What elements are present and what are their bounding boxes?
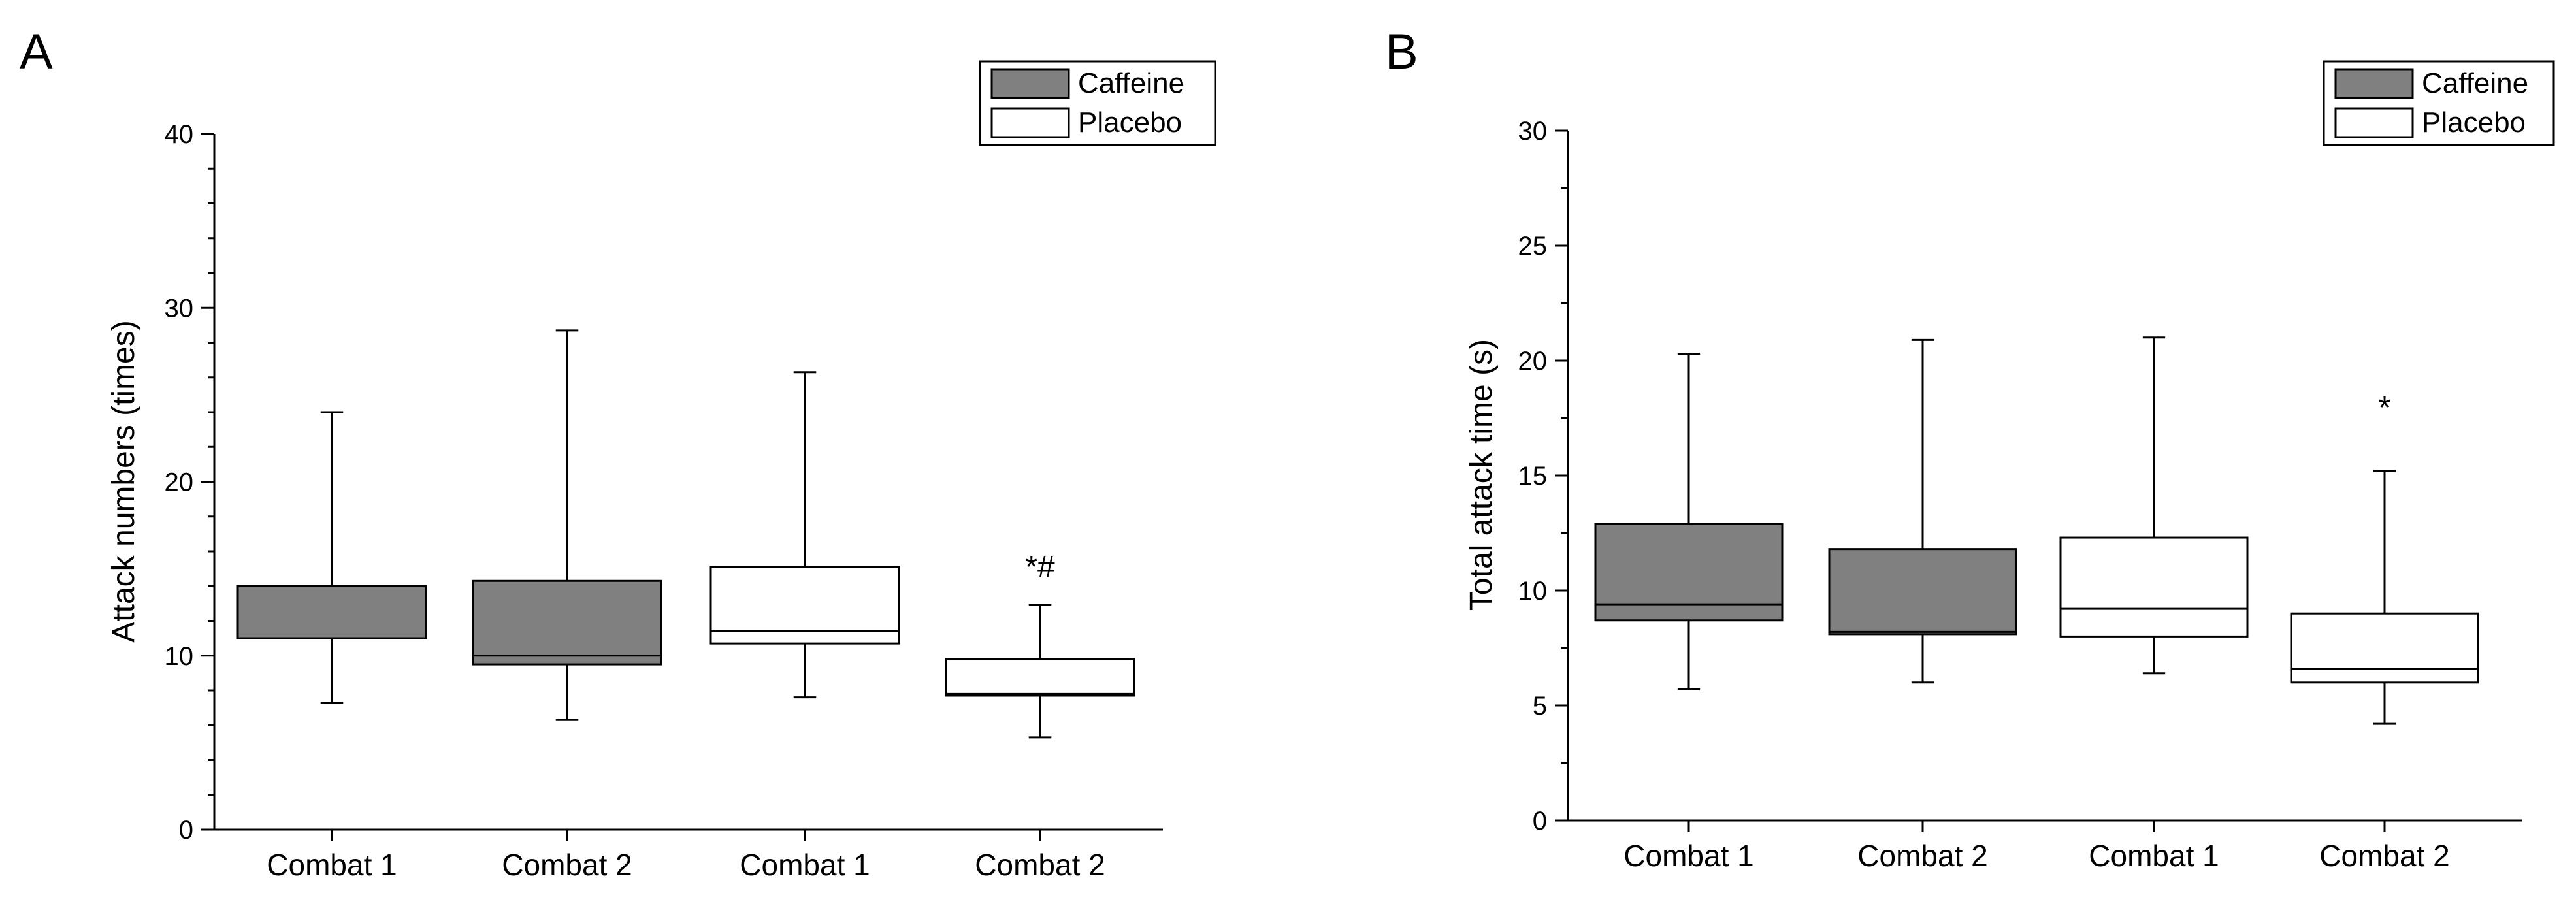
panel-label: B xyxy=(1385,24,1418,80)
significance-marker: * xyxy=(2379,391,2391,425)
y-tick-label: 10 xyxy=(1518,577,1548,606)
legend-swatch xyxy=(990,107,1070,138)
y-axis-label: Attack numbers (times) xyxy=(106,320,141,642)
box-iqr xyxy=(236,585,427,639)
box-iqr xyxy=(2290,612,2479,684)
x-tick-label: Combat 2 xyxy=(502,848,632,882)
y-tick-label: 0 xyxy=(179,816,193,845)
box-iqr xyxy=(945,658,1135,697)
chart-panel-b: B 0 5 10 15 20 25 30 Total attack time (s) Combat… xyxy=(1385,24,2555,873)
box-4 xyxy=(945,604,1135,739)
y-tick-label: 25 xyxy=(1518,232,1548,261)
box-1 xyxy=(236,411,427,704)
box-2 xyxy=(472,329,662,721)
legend-swatch xyxy=(2334,107,2414,138)
box-3 xyxy=(709,371,900,699)
x-tick-label: Combat 2 xyxy=(1857,839,1987,873)
y-tick-label: 30 xyxy=(165,294,194,323)
x-tick-label: Combat 1 xyxy=(1623,839,1753,873)
legend-label: Placebo xyxy=(1078,106,1182,138)
y-tick-label: 20 xyxy=(165,468,194,497)
legend-swatch xyxy=(990,68,1070,99)
box-iqr xyxy=(2059,536,2249,638)
box-iqr xyxy=(1594,523,1784,622)
box-iqr xyxy=(472,579,662,666)
box-2 xyxy=(1828,338,2017,684)
x-tick-label: Combat 1 xyxy=(267,848,397,882)
box-iqr xyxy=(1828,548,2017,636)
y-axis-label: Total attack time (s) xyxy=(1464,339,1499,611)
x-tick-label: Combat 1 xyxy=(2089,839,2219,873)
box-4 xyxy=(2290,470,2479,725)
y-tick-label: 30 xyxy=(1518,117,1548,146)
y-tick-label: 0 xyxy=(1533,807,1547,835)
legend: Caffeine Placebo xyxy=(2323,60,2555,146)
legend-label: Placebo xyxy=(2422,106,2526,138)
x-tick-label: Combat 2 xyxy=(975,848,1105,882)
y-tick-label: 15 xyxy=(1518,462,1548,491)
x-tick-label: Combat 1 xyxy=(740,848,870,882)
panel-label: A xyxy=(20,24,53,80)
y-tick-label: 10 xyxy=(165,642,194,671)
chart-panel-a: A 0 10 20 30 40 Attack numbers (times) Combat 1… xyxy=(20,24,1216,882)
legend-label: Caffeine xyxy=(2422,67,2528,99)
y-tick-label: 40 xyxy=(165,120,194,149)
significance-marker: *# xyxy=(1025,550,1055,585)
box-1 xyxy=(1594,352,1784,690)
y-tick-label: 20 xyxy=(1518,347,1548,376)
x-tick-label: Combat 2 xyxy=(2319,839,2449,873)
legend-label: Caffeine xyxy=(1078,67,1184,99)
legend: Caffeine Placebo xyxy=(979,60,1216,146)
box-3 xyxy=(2059,336,2249,675)
legend-swatch xyxy=(2334,68,2414,99)
y-tick-label: 5 xyxy=(1533,692,1547,720)
